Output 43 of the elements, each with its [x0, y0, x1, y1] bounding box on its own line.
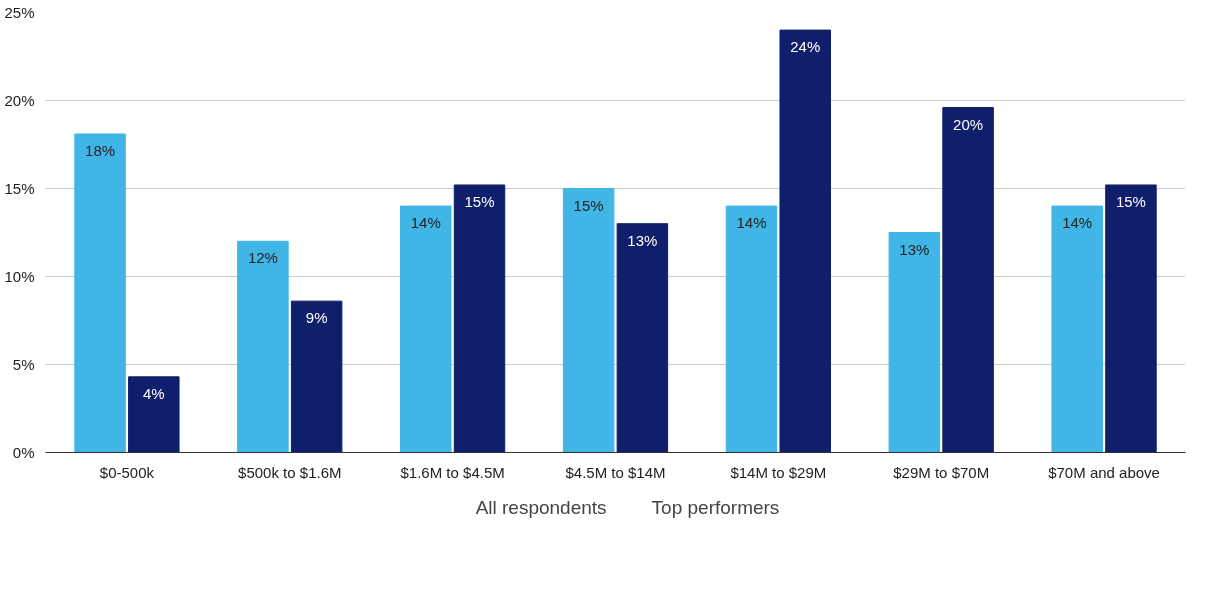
x-tick-label: $29M to $70M — [893, 463, 990, 481]
y-tick-label: 15% — [4, 180, 35, 197]
data-label: 13% — [899, 240, 930, 258]
data-label: 24% — [790, 38, 821, 56]
bar — [888, 232, 941, 453]
x-tick-label: $4.5M to $14M — [565, 463, 666, 481]
bar — [74, 133, 126, 453]
bar — [400, 205, 452, 453]
x-tick-label: $500k to $1.6M — [238, 463, 342, 481]
x-tick-label: $14M to $29M — [730, 463, 827, 481]
x-tick-label: $1.6M to $4.5M — [400, 463, 505, 481]
x-tick-label: $70M and above — [1048, 463, 1160, 481]
bar — [562, 188, 615, 453]
bar — [779, 29, 831, 453]
y-tick-label: 10% — [4, 268, 35, 285]
data-label: 14% — [410, 214, 441, 232]
y-tick-label: 25% — [4, 4, 35, 21]
bar — [128, 376, 180, 453]
data-label: 20% — [953, 115, 984, 133]
data-label: 9% — [305, 309, 328, 327]
data-label: 14% — [1062, 214, 1093, 232]
bar — [1051, 205, 1103, 453]
bar — [237, 240, 289, 453]
data-label: 15% — [464, 192, 495, 210]
bar — [290, 300, 343, 453]
data-label: 18% — [85, 141, 116, 159]
text: All respondents — [475, 497, 607, 519]
y-tick-label: 5% — [12, 356, 35, 373]
text: Top performers — [651, 497, 780, 519]
data-label: 13% — [627, 231, 658, 249]
x-tick-label: $0-500k — [99, 463, 155, 481]
bar — [453, 184, 506, 453]
bar — [1105, 184, 1157, 453]
bar — [942, 107, 994, 453]
data-label: 15% — [1115, 192, 1146, 210]
bar — [616, 223, 669, 453]
data-label: 4% — [142, 384, 165, 402]
data-label: 15% — [573, 196, 604, 214]
data-label: 12% — [247, 249, 278, 267]
data-label: 14% — [736, 214, 767, 232]
y-tick-label: 20% — [4, 92, 35, 109]
bar — [725, 205, 778, 453]
y-tick-label: 0% — [12, 444, 35, 461]
